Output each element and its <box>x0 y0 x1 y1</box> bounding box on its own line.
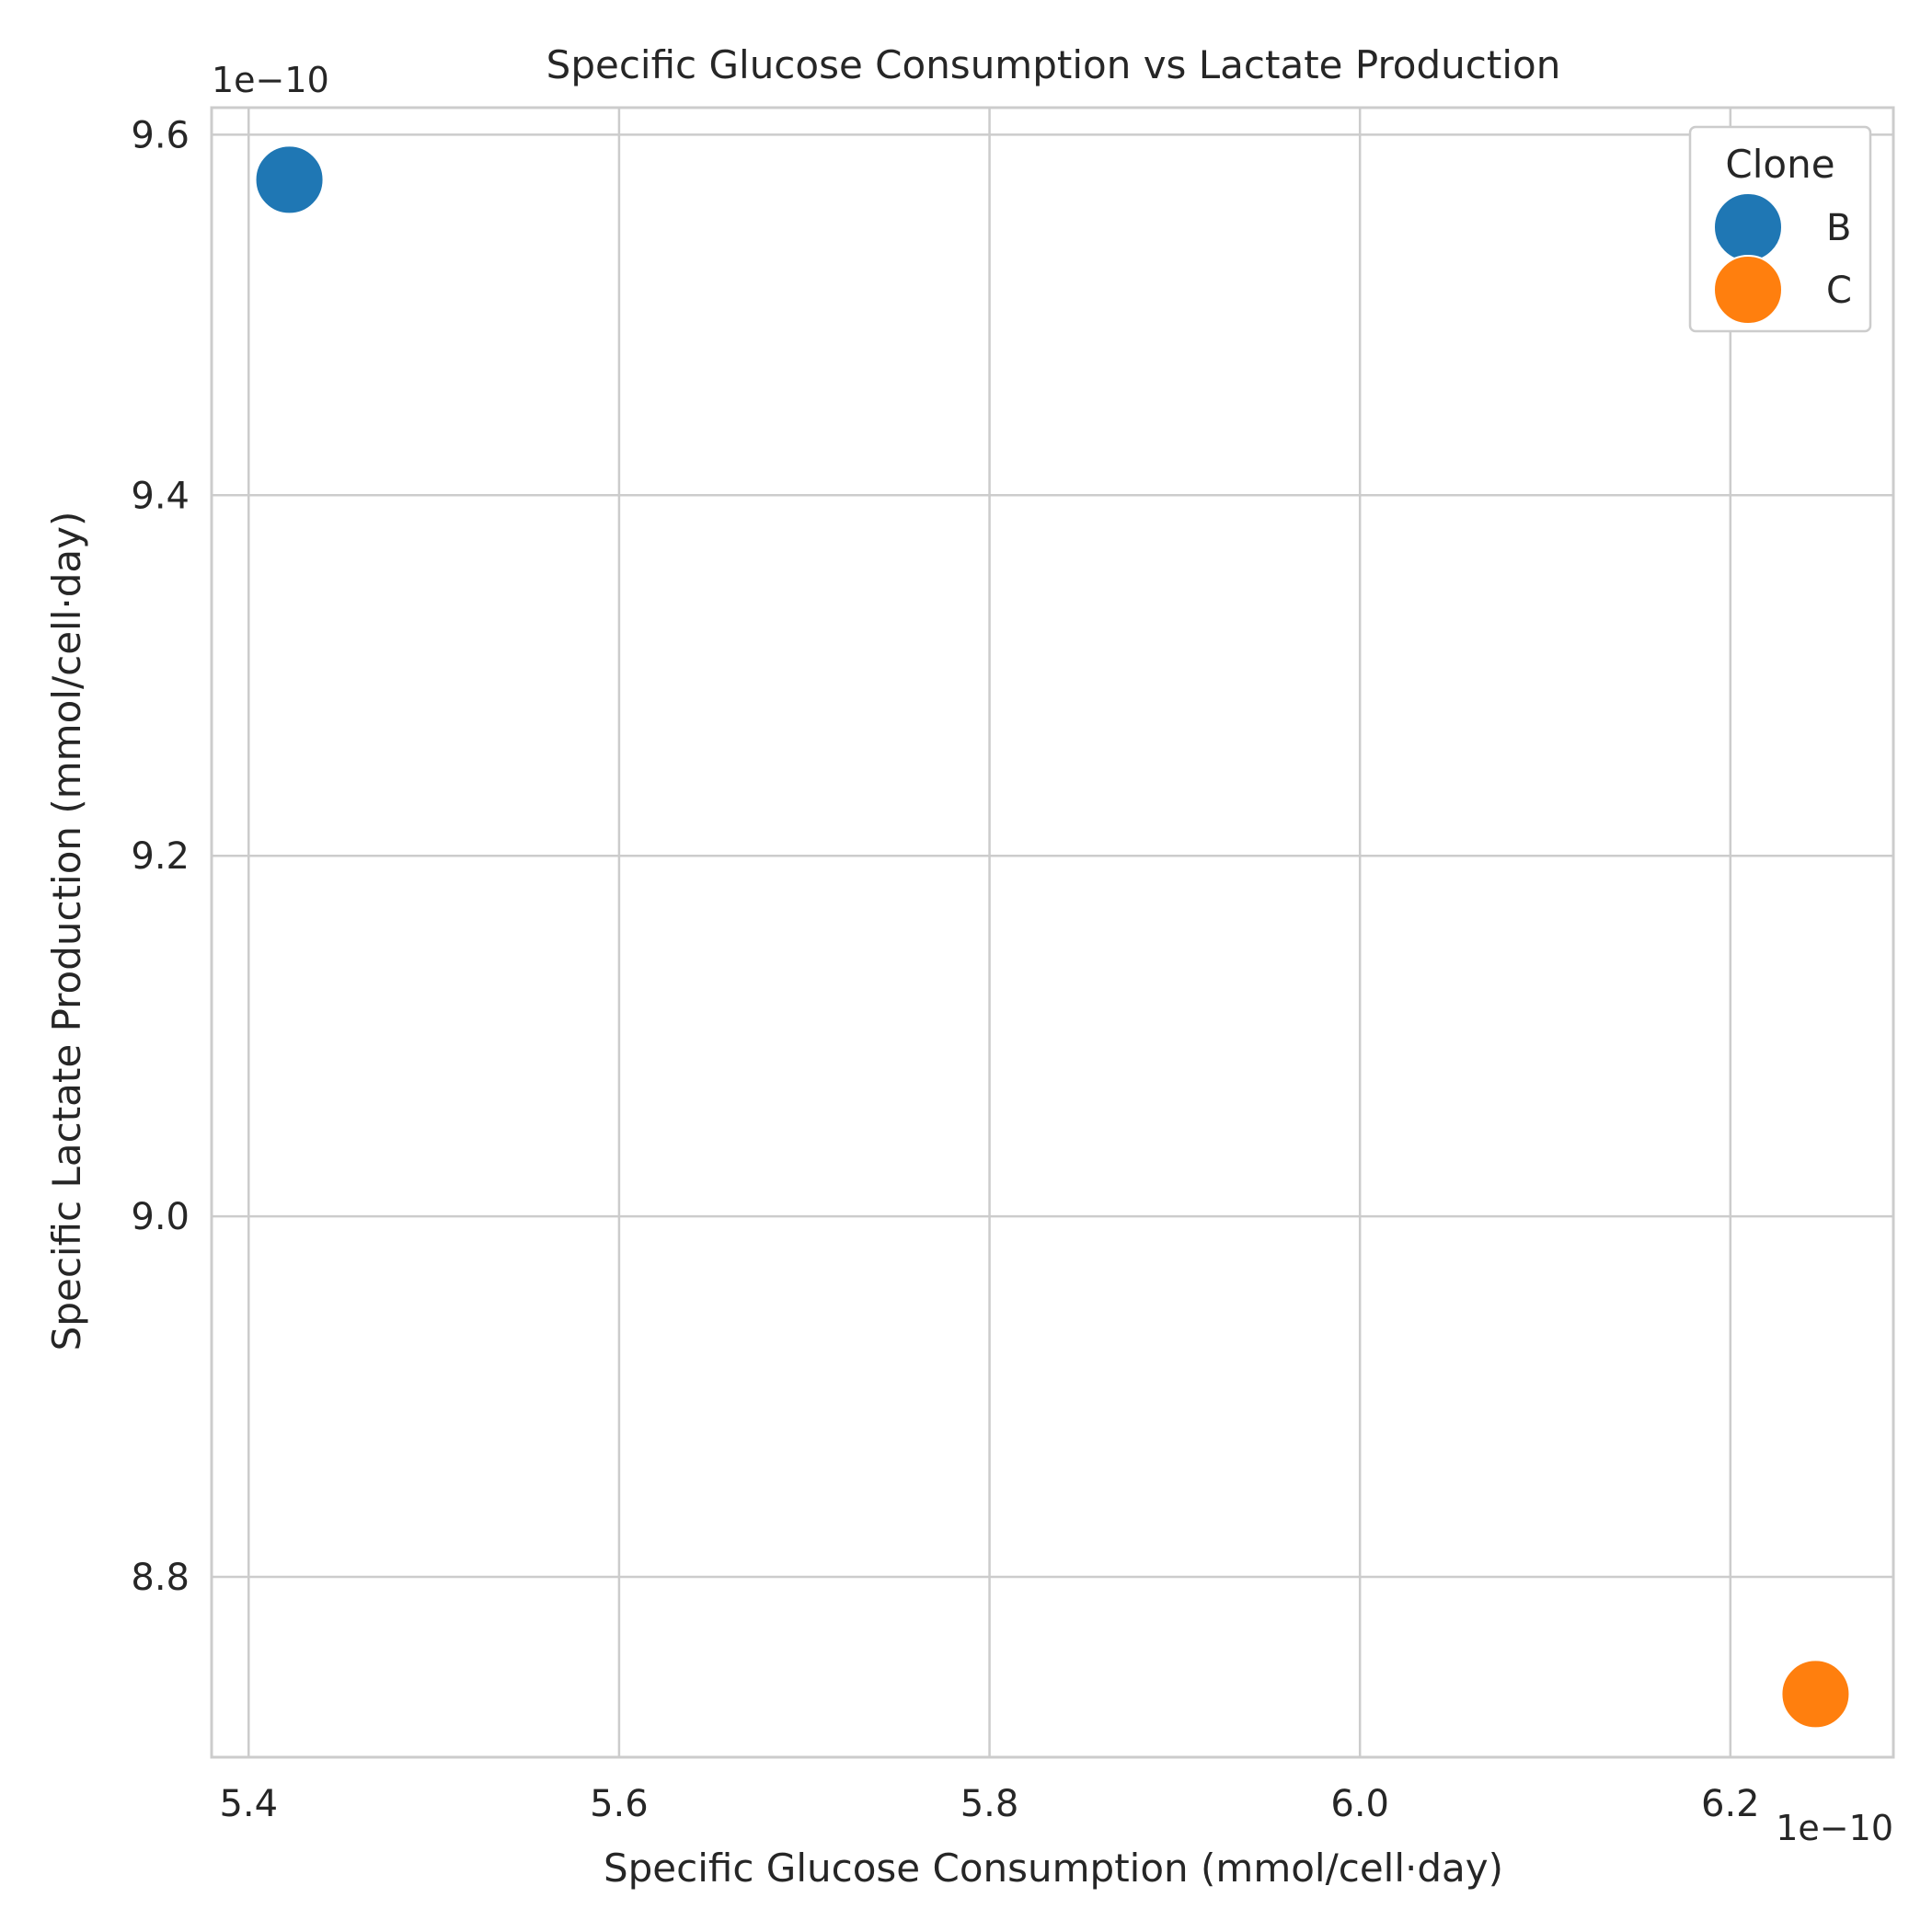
legend-marker-c <box>1713 255 1783 325</box>
scatter-point-clone-b <box>254 144 325 215</box>
x-tick-label: 5.4 <box>219 1783 278 1825</box>
legend-label-b: B <box>1826 207 1851 249</box>
y-axis-offset-label: 1e−10 <box>212 60 329 100</box>
y-tick-label: 9.0 <box>131 1196 190 1238</box>
legend: Clone B C <box>1688 125 1872 333</box>
x-axis-offset-label: 1e−10 <box>1776 1808 1893 1848</box>
y-tick-label: 9.2 <box>131 835 190 878</box>
x-tick-label: 5.6 <box>590 1783 649 1825</box>
x-tick-label: 6.2 <box>1701 1783 1760 1825</box>
tick-labels: 5.4 5.6 5.8 6.0 6.2 8.8 9.0 9.2 9.4 9.6 <box>131 114 1759 1825</box>
chart-title: Specific Glucose Consumption vs Lactate … <box>546 42 1561 87</box>
y-axis-label: Specific Lactate Production (mmol/cell·d… <box>44 512 89 1351</box>
legend-label-c: C <box>1826 270 1852 312</box>
grid-lines <box>212 108 1893 1757</box>
x-tick-label: 6.0 <box>1330 1783 1389 1825</box>
legend-marker-b <box>1713 192 1783 262</box>
scatter-point-clone-c <box>1780 1659 1851 1730</box>
plot-area-frame <box>210 106 1895 1759</box>
legend-title: Clone <box>1725 142 1834 187</box>
x-tick-label: 5.8 <box>960 1783 1019 1825</box>
y-tick-label: 9.4 <box>131 475 190 517</box>
y-tick-label: 9.6 <box>131 114 190 156</box>
y-tick-label: 8.8 <box>131 1557 190 1599</box>
data-points <box>254 144 1851 1730</box>
x-axis-label: Specific Glucose Consumption (mmol/cell·… <box>604 1846 1503 1891</box>
